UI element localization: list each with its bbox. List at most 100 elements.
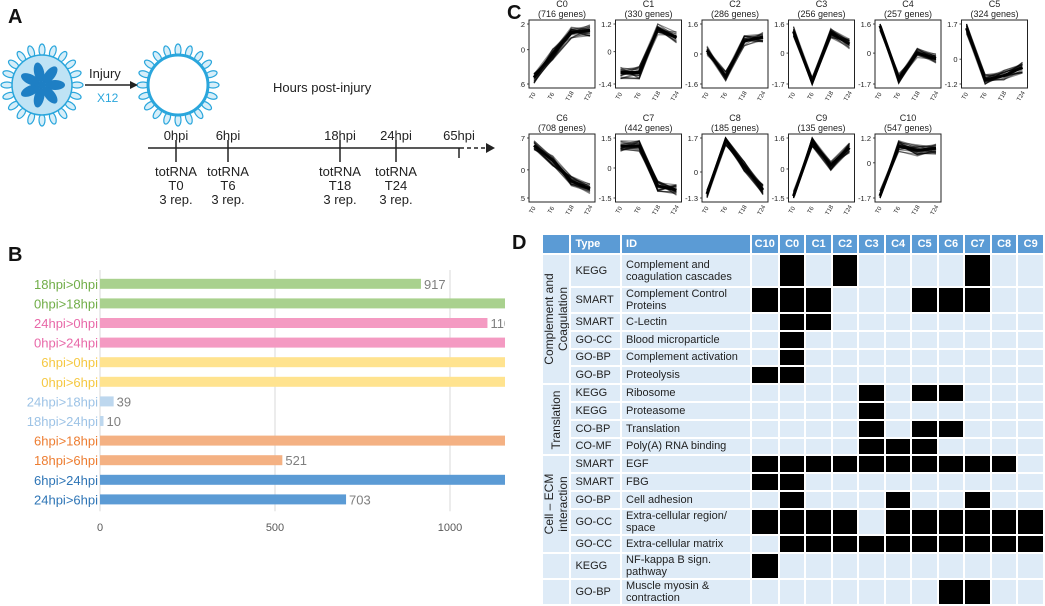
enrichment-cell-filled [804,454,833,475]
enrichment-cell-empty [777,577,807,606]
y-tick-label: -1.4 [599,80,612,89]
enrichment-cell-empty [804,329,833,350]
enrichment-cell-empty [830,400,860,421]
x-tick-label: T18 [911,90,922,103]
enrichment-cell-empty [883,347,913,368]
enrichment-cell-empty [777,383,807,403]
sample-code-label: T18 [329,178,351,193]
category-label: 24hpi>18hpi [27,394,98,409]
enrichment-cell-empty [989,400,1019,421]
enrichment-cell-empty [830,551,860,580]
panel-label-d: D [512,232,527,254]
enrichment-cell-filled [857,418,886,439]
x-tick-label: T0 [615,205,624,215]
enrichment-cell-empty [1016,383,1045,403]
x-tick-label: T6 [720,205,729,215]
enrichment-cell-empty [804,436,833,457]
gene-trajectory [620,139,677,191]
x-tick-label: T0 [529,205,538,215]
y-tick-label: -1.7 [858,194,871,203]
x-tick-label: T0 [961,91,970,101]
cluster-gene-count: (286 genes) [711,9,759,19]
category-label: 18hpi>0hpi [34,277,98,292]
x-tick-label: T18 [998,90,1009,103]
enrichment-cell-filled [963,533,992,554]
enrichment-cell-empty [830,472,860,492]
enrichment-cell-empty [857,577,886,606]
gene-trajectory [533,31,591,82]
cluster-plot: C1(330 genes) 1.2 0 -1.4T0 T6 T18 T24 [599,0,682,102]
category-label: 6hpi>24hpi [34,473,98,488]
enrichment-cell-empty [777,551,807,580]
x-tick-label: T6 [807,205,816,215]
x-tick-label: T6 [893,91,902,101]
cluster-frame [874,133,942,203]
bar-value-label: 1107 [490,316,505,331]
enrichment-cell-empty [1016,312,1045,332]
cluster-gene-count: (708 genes) [538,123,586,133]
injury-arrow-head-icon [130,81,138,89]
y-tick-label: 1.6 [774,134,784,143]
y-tick-label: 0 [607,164,611,173]
y-tick-label: -1.7 [858,80,871,89]
x-tick-label: T24 [584,204,595,217]
injury-label: Injury [89,66,121,81]
category-label: 18hpi>6hpi [34,453,98,468]
enrichment-cell-empty [749,418,780,439]
id-cell: FBG [620,472,752,492]
y-tick-label: -1.5 [772,194,785,203]
y-tick-label: 1.2 [601,20,611,29]
cluster-plot: C9(135 genes) 1.6 0 -1.5T0 T6 T18 T24 [772,113,855,216]
table-row: GO-CC Extra-cellular matrix [542,533,1045,554]
y-tick-label: 1.5 [601,134,611,143]
enrichment-cell-empty [1016,472,1045,492]
cluster-mean-line [532,28,591,79]
cluster-name: C5 [989,0,1001,9]
y-tick-label: 0 [867,159,871,168]
category-label: 24hpi>6hpi [34,492,98,507]
enrichment-cell-empty [1016,347,1045,368]
replicate-label: 3 rep. [159,192,192,207]
enrichment-cell-empty [910,489,939,510]
enrichment-cell-empty [1016,418,1045,439]
enrichment-cell-filled [777,533,807,554]
bar [100,396,114,407]
x-tick-label: T24 [584,90,595,103]
cluster-name: C6 [556,113,568,123]
table-row: Cell – ECM interaction SMART EGF [540,454,1045,554]
type-cell: GO-CC [569,533,623,554]
bar [100,494,347,505]
x-tick-label: T18 [652,90,663,103]
sample-type-label: totRNA [207,164,249,179]
cluster-gene-count: (547 genes) [884,123,932,133]
cluster-frame [528,133,596,203]
table-row: Translation KEGG Ribosome [540,383,1045,457]
x-tick-label: T24 [930,204,941,217]
enrichment-table: Type ID C10 C0 C1 C2 C3 C4 C5 C6 C7 C8 C9 Compleme… [540,233,1045,606]
group-label: Cell – ECM interaction [542,473,571,535]
enrichment-cell-filled [804,312,833,332]
gene-trajectory [533,145,591,190]
cluster-mean-line [878,144,937,197]
enrichment-cell-filled [936,286,966,314]
header-cluster: C4 [883,233,913,255]
enrichment-cell-filled [749,472,780,492]
enrichment-cell-empty [804,577,833,606]
y-tick-label: -1.6 [685,80,698,89]
enrichment-cell-empty [989,329,1019,350]
type-cell: CO-MF [569,436,623,457]
cluster-plot: C10(547 genes) 1.2 0 -1.7 T0 T6 T18 T24 [858,113,942,217]
table-row: SMART C-Lectin [542,312,1045,332]
enrichment-cell-filled [777,253,807,288]
enrichment-cell-empty [749,383,780,403]
gene-trajectory [965,23,1023,78]
y-tick-label: 1.6 [861,20,871,29]
enrichment-cell-empty [1016,489,1045,510]
x-tick-label: 1000 [438,522,462,532]
enrichment-cell-empty [910,400,939,421]
cluster-mean-line [705,136,765,195]
id-cell: Proteolysis [620,365,752,386]
enrichment-cell-filled [777,347,807,368]
x-tick-label: T24 [670,204,681,217]
replicate-label: 3 rep. [211,192,244,207]
